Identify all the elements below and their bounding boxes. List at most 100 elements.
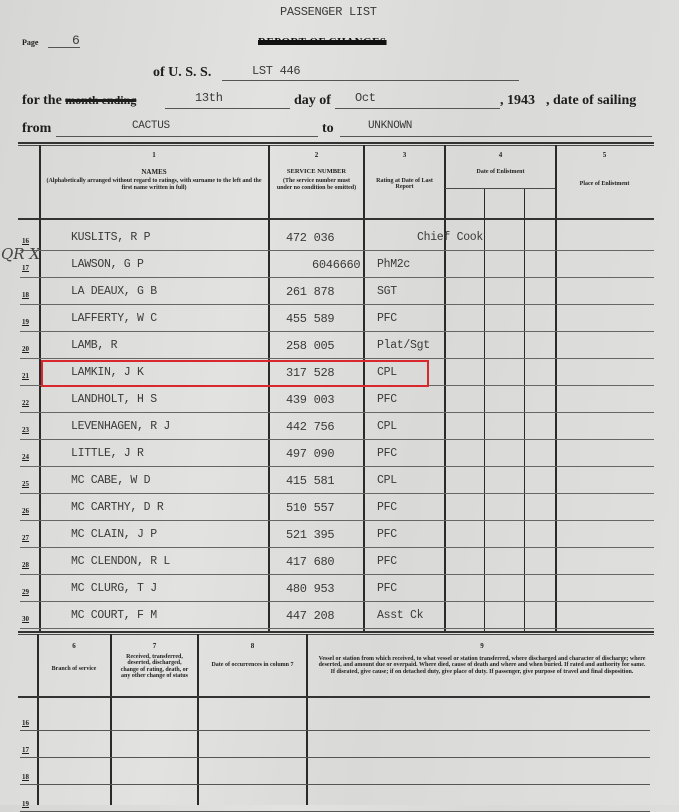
col-number: 1 xyxy=(152,151,156,159)
service-number: 447 208 xyxy=(286,609,335,623)
row-rule xyxy=(20,547,654,548)
passenger-name: LANDHOLT, H S xyxy=(71,393,157,406)
service-number: 6046660 xyxy=(312,258,361,272)
row-rule xyxy=(20,277,654,278)
rating: PFC xyxy=(377,501,397,514)
rating: PFC xyxy=(377,447,397,460)
row-number: 18 xyxy=(22,291,29,299)
struck-month-ending: month ending xyxy=(65,93,137,107)
col-header-change: 7 Received, transferred, deserted, disch… xyxy=(112,643,197,680)
col-header-remarks: 9 Vessel or station from which received,… xyxy=(310,643,654,675)
row-number: 19 xyxy=(22,800,29,808)
col-title: Place of Enlistment xyxy=(579,180,630,187)
col-header-date-occurrence: 8 Date of occurrences in column 7 xyxy=(199,643,306,668)
col-header-service: 2 SERVICE NUMBER (The service number mus… xyxy=(270,152,363,191)
service-number: 455 589 xyxy=(286,312,335,326)
col-title: SERVICE NUMBER xyxy=(286,167,347,175)
row-number: 27 xyxy=(22,534,29,542)
passenger-name: MC COURT, F M xyxy=(71,609,157,622)
passenger-name: LA DEAUX, G B xyxy=(71,285,157,298)
page-number: 6 xyxy=(72,33,80,48)
col-title: Received, transferred, deserted, dischar… xyxy=(120,653,189,680)
col-number: 9 xyxy=(480,642,484,650)
col-note: (The service number must under no condit… xyxy=(276,178,357,191)
service-number: 497 090 xyxy=(286,447,335,461)
row-rule xyxy=(20,250,654,251)
service-number: 415 581 xyxy=(286,474,335,488)
from-value: CACTUS xyxy=(132,120,170,132)
to-value: UNKNOWN xyxy=(368,120,413,132)
service-number: 521 395 xyxy=(286,528,335,542)
col-number: 4 xyxy=(498,151,503,159)
row-number: 16 xyxy=(22,719,29,727)
page-label: Page xyxy=(22,38,39,47)
rating: CPL xyxy=(377,420,397,433)
service-number: 261 878 xyxy=(286,285,335,299)
col-header-enlist-place: 5 Place of Enlistment xyxy=(557,152,652,187)
row-number: 17 xyxy=(22,264,29,272)
row-number: 28 xyxy=(22,561,29,569)
year-value: , 1943 xyxy=(500,93,535,108)
row-number: 16 xyxy=(22,237,29,245)
row-number: 29 xyxy=(22,588,29,596)
rating: PFC xyxy=(377,582,397,595)
row-number: 23 xyxy=(22,426,29,434)
row-rule xyxy=(20,304,654,305)
row-number: 30 xyxy=(22,615,29,623)
rating: SGT xyxy=(377,285,397,298)
form-title: PASSENGER LIST xyxy=(280,5,377,19)
row-rule xyxy=(20,730,650,731)
rating: PFC xyxy=(377,393,397,406)
col-number: 7 xyxy=(152,642,157,650)
row-number: 18 xyxy=(22,773,29,781)
col-header-rating: 3 Rating at Date of Last Report xyxy=(365,152,444,191)
rating: Asst Ck xyxy=(377,609,424,622)
row-number: 22 xyxy=(22,399,29,407)
row-rule xyxy=(20,784,650,785)
highlight-box xyxy=(41,360,429,387)
row-rule xyxy=(20,601,654,602)
day-value: 13th xyxy=(195,91,223,105)
rating: PFC xyxy=(377,312,397,325)
for-the-line: for the month ending xyxy=(22,93,136,109)
service-number: 510 557 xyxy=(286,501,335,515)
row-number: 19 xyxy=(22,318,29,326)
passenger-name: MC CLURG, T J xyxy=(71,582,157,595)
passenger-name: MC CLAIN, J P xyxy=(71,528,157,541)
rating: CPL xyxy=(377,474,397,487)
row-rule xyxy=(20,439,654,440)
col-number: 8 xyxy=(250,642,255,650)
date-of-sailing-label: , date of sailing xyxy=(546,93,637,108)
rating: PhM2c xyxy=(377,258,411,271)
passenger-name: LAWSON, G P xyxy=(71,258,144,271)
rating: Chief Cook xyxy=(417,231,484,244)
col-number: 2 xyxy=(314,151,319,159)
row-rule xyxy=(20,520,654,521)
row-number: 21 xyxy=(22,372,29,380)
row-rule xyxy=(20,757,650,758)
rating: PFC xyxy=(377,555,397,568)
to-label: to xyxy=(322,121,334,136)
passenger-name: MC CLENDON, R L xyxy=(71,555,171,568)
handwritten-mark: QR X xyxy=(1,245,41,263)
col-header-names: 1 NAMES (Alphabetically arranged without… xyxy=(40,152,268,191)
rating: Plat/Sgt xyxy=(377,339,430,352)
service-number: 258 005 xyxy=(286,339,335,353)
rating: CPL xyxy=(377,366,397,379)
ship-name: LST 446 xyxy=(252,64,301,78)
row-number: 26 xyxy=(22,507,29,515)
passenger-name: KUSLITS, R P xyxy=(71,231,151,244)
row-rule xyxy=(20,358,654,359)
col-title: Date of Enlistment xyxy=(476,168,525,175)
passenger-name: MC CABE, W D xyxy=(71,474,151,487)
col-number: 6 xyxy=(72,642,76,650)
row-rule xyxy=(20,493,654,494)
col-title: NAMES xyxy=(141,167,167,176)
col-note: (Alphabetically arranged without regard … xyxy=(46,178,262,191)
col-title: Vessel or station from which received, t… xyxy=(318,655,646,675)
passenger-name: LITTLE, J R xyxy=(71,447,144,460)
row-number: 17 xyxy=(22,746,29,754)
row-rule xyxy=(20,628,654,629)
service-number: 417 680 xyxy=(286,555,335,569)
service-number: 439 003 xyxy=(286,393,335,407)
